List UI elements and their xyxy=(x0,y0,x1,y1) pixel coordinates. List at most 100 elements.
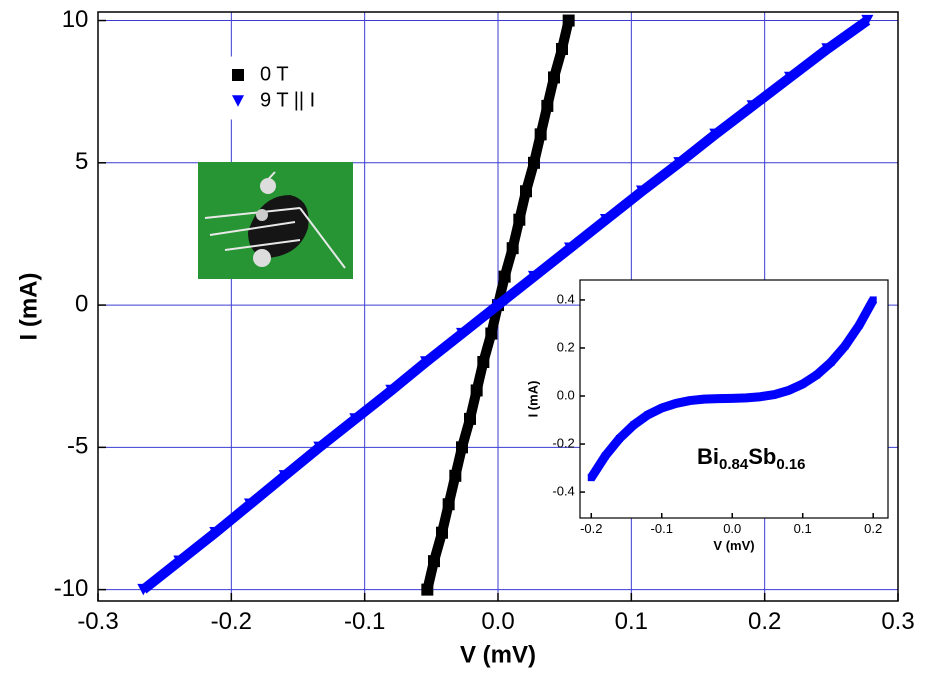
legend: 0 T 9 T || I xyxy=(197,56,359,120)
marker xyxy=(456,327,468,340)
marker xyxy=(528,156,540,169)
marker xyxy=(813,371,821,379)
marker xyxy=(700,395,708,403)
marker xyxy=(636,185,648,197)
marker xyxy=(436,526,448,539)
marker xyxy=(428,555,440,568)
marker xyxy=(785,386,793,394)
marker xyxy=(784,71,796,84)
x-tick-label: 0.1 xyxy=(794,521,812,536)
marker xyxy=(673,157,686,169)
marker xyxy=(855,321,863,329)
marker xyxy=(534,128,547,141)
marker xyxy=(644,411,652,419)
x-tick-label: 0.2 xyxy=(864,521,882,536)
x-axis-label: V (mV) xyxy=(460,642,536,669)
marker xyxy=(869,296,877,304)
y-tick-label: -0.2 xyxy=(552,435,574,450)
y-tick-label: 0.0 xyxy=(557,387,575,402)
y-axis-label: I (mA) xyxy=(15,273,42,341)
marker xyxy=(658,404,666,412)
marker xyxy=(799,380,807,388)
marker xyxy=(477,355,490,368)
marker xyxy=(506,242,519,255)
marker xyxy=(349,413,362,425)
marker xyxy=(686,397,694,405)
sample-photo xyxy=(198,162,353,279)
marker xyxy=(556,42,568,55)
photo-wires xyxy=(204,171,346,269)
marker xyxy=(630,421,638,429)
marker xyxy=(564,242,576,254)
marker xyxy=(615,435,623,443)
x-tick-label: -0.3 xyxy=(77,608,118,635)
y-axis-label: I (mA) xyxy=(525,381,540,418)
annotation: Bi0.84Sb0.16 xyxy=(697,444,806,473)
photo-contact xyxy=(253,249,271,267)
photo-contact xyxy=(260,178,276,194)
marker xyxy=(714,395,722,403)
annotation-element: Bi xyxy=(697,444,719,469)
y-tick-label: -10 xyxy=(54,575,89,602)
marker xyxy=(841,342,849,350)
marker xyxy=(548,71,560,84)
y-tick-label: 10 xyxy=(62,6,89,33)
legend-label: 0 T xyxy=(260,63,289,85)
x-tick-label: 0.2 xyxy=(748,608,781,635)
photo-contact xyxy=(256,209,268,221)
marker xyxy=(861,14,874,27)
marker xyxy=(498,270,511,283)
marker xyxy=(821,43,834,55)
x-axis-label: V (mV) xyxy=(713,538,754,553)
marker xyxy=(562,14,575,27)
marker xyxy=(385,384,398,397)
marker xyxy=(456,441,468,454)
legend-marker xyxy=(232,69,244,81)
x-tick-label: 0.1 xyxy=(615,608,648,635)
inset-plot: -0.2 -0.1 0.0 0.1 0.2 -0.4 -0.2 0.0 0.2 0.4 V (mV)… xyxy=(525,279,889,553)
marker xyxy=(442,498,455,511)
x-tick-label: -0.2 xyxy=(580,521,602,536)
plot-frame xyxy=(579,279,889,519)
legend-box xyxy=(197,56,359,120)
x-tick-label: -0.1 xyxy=(344,608,385,635)
marker xyxy=(746,100,759,112)
marker xyxy=(470,384,483,397)
marker xyxy=(449,469,462,482)
marker xyxy=(492,299,504,311)
marker xyxy=(173,555,186,567)
x-tick-label: -0.1 xyxy=(651,521,673,536)
marker xyxy=(421,583,434,596)
y-tick-label: 0.4 xyxy=(557,291,575,306)
annotation-element: Sb xyxy=(748,444,776,469)
marker xyxy=(771,391,779,399)
legend-label: 9 T || I xyxy=(260,89,315,111)
marker xyxy=(672,399,680,407)
y-tick-label: -5 xyxy=(67,433,88,460)
marker xyxy=(137,583,150,596)
legend-marker xyxy=(232,95,244,107)
y-tick-label: -0.4 xyxy=(552,484,574,499)
y-tick-label: 0.2 xyxy=(557,339,575,354)
marker xyxy=(513,213,526,226)
marker xyxy=(587,474,595,482)
marker xyxy=(464,412,476,425)
x-tick-label: -0.2 xyxy=(211,608,252,635)
marker xyxy=(827,358,835,366)
marker xyxy=(728,394,736,402)
marker xyxy=(541,99,554,112)
y-tick-label: 0 xyxy=(75,290,88,317)
marker xyxy=(528,270,540,283)
y-tick-label: 5 xyxy=(75,148,88,175)
x-tick-label: 0.3 xyxy=(881,608,914,635)
marker xyxy=(485,327,498,340)
marker xyxy=(420,356,432,368)
marker xyxy=(520,185,532,198)
annotation-subscript: 0.84 xyxy=(719,456,749,473)
marker xyxy=(742,394,750,402)
x-tick-label: 0.0 xyxy=(723,521,741,536)
plot-frame xyxy=(97,11,899,602)
annotation-subscript: 0.16 xyxy=(776,456,805,473)
